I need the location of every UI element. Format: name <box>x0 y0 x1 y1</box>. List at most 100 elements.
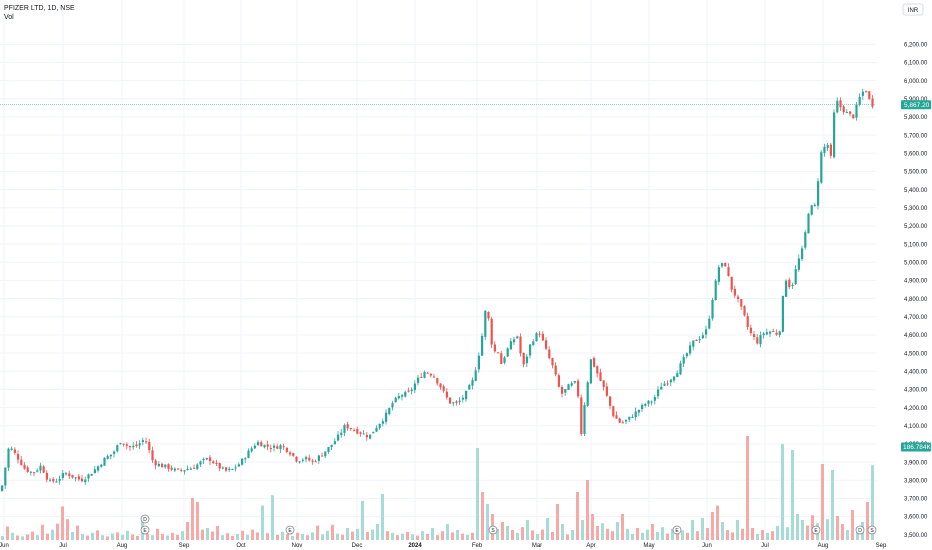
price-tick-label: 3,700.00 <box>904 497 928 503</box>
event-marker[interactable]: E <box>811 525 821 535</box>
candle-down <box>311 460 314 462</box>
candle-up <box>394 397 397 403</box>
candle-up <box>653 397 656 401</box>
volume-bar <box>246 534 249 540</box>
price-tick-label: 4,700.00 <box>904 315 928 321</box>
candle-down <box>740 299 743 307</box>
candle-up <box>669 379 672 383</box>
event-marker-label: E <box>143 528 147 534</box>
candle-up <box>327 447 330 452</box>
candle-down <box>356 429 359 434</box>
event-marker[interactable]: E <box>140 525 150 535</box>
candle-down <box>561 387 564 394</box>
candle-down <box>148 441 151 451</box>
candle-up <box>660 386 663 390</box>
candle-down <box>609 396 612 406</box>
price-tick-label: 5,200.00 <box>904 224 928 230</box>
volume-bar <box>416 535 419 540</box>
candle-up <box>116 445 119 452</box>
event-marker[interactable]: D <box>855 525 865 535</box>
volume-bar <box>826 519 829 540</box>
volume-bar <box>746 436 749 540</box>
volume-bar <box>301 534 304 540</box>
candle-down <box>500 353 503 364</box>
candle-up <box>817 181 820 206</box>
time-tick-label: Sep <box>876 543 887 549</box>
candle-up <box>698 339 701 341</box>
candle-up <box>228 468 231 470</box>
candle-down <box>81 478 84 482</box>
event-marker[interactable]: E <box>672 525 682 535</box>
candle-up <box>673 376 676 381</box>
candle-up <box>391 403 394 408</box>
candle-up <box>845 112 848 114</box>
volume-bar <box>376 524 379 540</box>
candle-up <box>337 434 340 441</box>
volume-bar <box>546 518 549 540</box>
candle-up <box>301 459 304 461</box>
candle-up <box>836 100 839 113</box>
candle-down <box>282 446 285 448</box>
volume-bar <box>771 531 774 540</box>
candle-up <box>39 465 42 471</box>
symbol-title[interactable]: PFIZER LTD, 1D, NSE <box>4 5 75 12</box>
event-marker[interactable]: S <box>867 525 877 535</box>
event-markers[interactable]: DE E S E E D S <box>140 514 877 535</box>
volume-bar <box>11 532 14 540</box>
candle-up <box>474 370 477 381</box>
candle-down <box>42 466 45 473</box>
candle-up <box>721 263 724 267</box>
candle-down <box>519 336 522 354</box>
candle-up <box>231 468 234 470</box>
candle-down <box>161 463 164 468</box>
time-scale-panel[interactable] <box>0 540 932 550</box>
volume-bar <box>256 532 259 540</box>
candle-up <box>369 434 372 439</box>
time-tick-label: Jun <box>0 543 9 549</box>
candle-down <box>730 276 733 290</box>
candle-down <box>871 98 874 107</box>
candle-up <box>692 340 695 347</box>
volume-indicator-label[interactable]: Vol <box>4 14 14 21</box>
currency-badge[interactable]: INR <box>902 3 924 16</box>
volume-bar <box>646 529 649 540</box>
candle-down <box>365 434 368 438</box>
event-marker[interactable]: S <box>488 525 498 535</box>
candle-up <box>273 445 276 448</box>
event-marker-circle <box>140 514 150 524</box>
volume-bar <box>661 527 664 540</box>
volume-bar <box>36 535 39 540</box>
candle-up <box>375 427 378 432</box>
price-tick-label: 3,900.00 <box>904 460 928 466</box>
volume-bar <box>406 532 409 540</box>
time-tick-label: Jul <box>59 543 67 549</box>
candle-up <box>263 444 266 448</box>
event-marker-circle <box>867 525 877 535</box>
event-marker-label: E <box>814 528 818 534</box>
volume-bar <box>686 532 689 540</box>
candle-up <box>525 356 528 364</box>
event-marker[interactable]: E <box>285 525 295 535</box>
volume-bar <box>136 536 139 540</box>
candle-up <box>141 440 144 443</box>
volume-bar <box>181 531 184 540</box>
volume-bar <box>701 518 704 540</box>
candle-up <box>202 459 205 461</box>
candle-up <box>279 445 282 450</box>
candle-down <box>77 476 80 480</box>
time-tick-label: May <box>643 543 654 549</box>
candle-up <box>410 389 413 392</box>
candle-down <box>359 432 362 434</box>
volume-bar <box>66 519 69 540</box>
candle-down <box>177 468 180 470</box>
volume-bar <box>736 520 739 540</box>
candle-down <box>449 397 452 404</box>
candle-down <box>17 454 20 460</box>
volume-bar <box>821 464 824 540</box>
volume-bar <box>536 534 539 540</box>
volume-bar <box>401 533 404 540</box>
event-marker[interactable]: D <box>140 514 150 524</box>
candle-up <box>305 457 308 460</box>
time-tick-label: Mar <box>532 543 542 549</box>
